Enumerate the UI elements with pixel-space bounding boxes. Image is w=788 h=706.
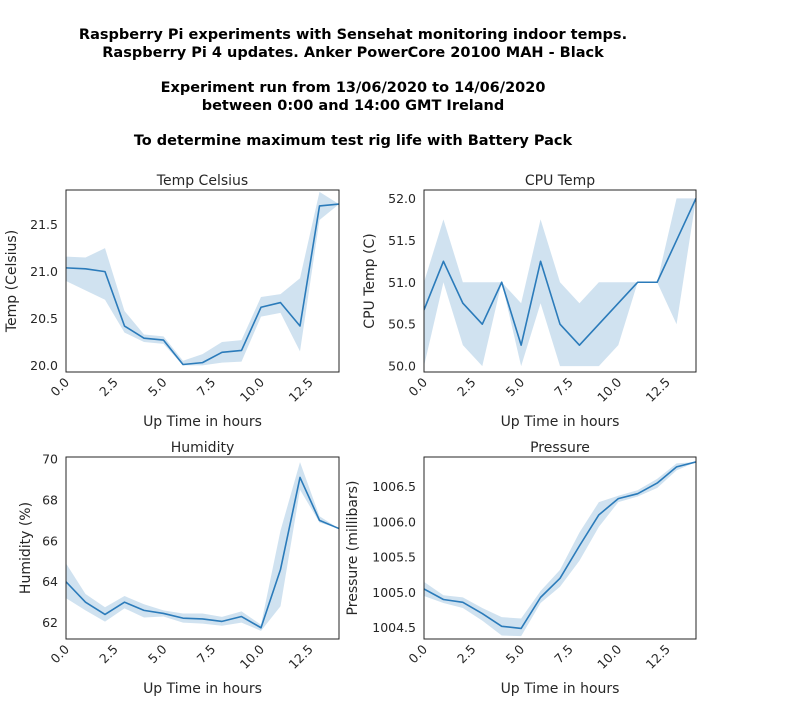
temp-celsius-x-tick-label: 7.5	[194, 375, 219, 400]
suptitle-line-4: between 0:00 and 14:00 GMT Ireland	[202, 98, 505, 114]
cpu-temp-y-tick-label: 51.0	[388, 275, 416, 290]
humidity-x-tick-label: 12.5	[286, 642, 316, 672]
pressure-axes-frame	[423, 456, 697, 640]
humidity-x-tick-label: 7.5	[194, 642, 219, 667]
cpu-temp-x-tick-label: 12.5	[643, 375, 673, 405]
temp-celsius-chart: Temp Celsius 20.0 20.5 21.0 21.5 0.0 2.5 5.0 7.5…	[4, 173, 340, 430]
humidity-confidence-band	[66, 462, 339, 631]
humidity-y-tick-label: 70	[42, 452, 58, 467]
cpu-temp-x-tick-label: 2.5	[454, 375, 479, 400]
temp-celsius-x-tick-label: 2.5	[96, 375, 121, 400]
cpu-temp-x-tick-label: 0.0	[405, 374, 430, 399]
temp-celsius-series-line	[66, 203, 339, 366]
cpu-temp-y-tick-label: 50.0	[388, 359, 416, 374]
temp-celsius-x-tick-label: 0.0	[47, 374, 72, 399]
pressure-x-axis-label: Up Time in hours	[501, 681, 620, 697]
pressure-y-tick-label: 1005.0	[372, 585, 416, 600]
cpu-temp-y-tick-label: 50.5	[388, 317, 416, 332]
humidity-x-axis-label: Up Time in hours	[143, 681, 262, 697]
temp-celsius-x-tick-label: 5.0	[145, 374, 170, 399]
humidity-y-tick-label: 66	[42, 533, 58, 548]
cpu-temp-axes-frame	[423, 189, 697, 373]
humidity-y-axis-label: Humidity (%)	[18, 502, 34, 594]
cpu-temp-y-tick-label: 52.0	[388, 191, 416, 206]
humidity-x-tick-label: 10.0	[237, 641, 267, 671]
temp-celsius-y-tick-label: 20.0	[30, 358, 58, 373]
suptitle-line-2: Raspberry Pi 4 updates. Anker PowerCore …	[102, 45, 604, 61]
humidity-title: Humidity	[171, 440, 234, 456]
humidity-x-tick-label: 2.5	[96, 642, 121, 667]
cpu-temp-series-line	[424, 198, 696, 346]
humidity-chart: Humidity 62 64 66 68 70 0.0 2.5 5.0 7.5 10.0 12.5 Up…	[18, 440, 340, 697]
pressure-title: Pressure	[530, 440, 590, 456]
temp-celsius-x-tick-label: 10.0	[237, 374, 267, 404]
pressure-x-tick-label: 7.5	[551, 642, 576, 667]
temp-celsius-x-axis-label: Up Time in hours	[143, 414, 262, 430]
pressure-y-tick-label: 1004.5	[372, 620, 416, 635]
humidity-y-tick-label: 62	[42, 615, 58, 630]
cpu-temp-x-tick-label: 10.0	[594, 374, 624, 404]
humidity-y-tick-label: 68	[42, 492, 58, 507]
temp-celsius-x-tick-label: 12.5	[286, 375, 316, 405]
pressure-x-tick-label: 12.5	[643, 642, 673, 672]
pressure-confidence-band	[424, 461, 696, 637]
pressure-y-tick-label: 1006.5	[372, 479, 416, 494]
cpu-temp-confidence-band	[424, 198, 696, 367]
humidity-y-tick-label: 64	[42, 574, 58, 589]
pressure-x-tick-label: 2.5	[454, 642, 479, 667]
temp-celsius-y-tick-label: 21.0	[30, 264, 58, 279]
humidity-x-tick-label: 0.0	[47, 641, 72, 666]
pressure-y-axis-label: Pressure (millibars)	[345, 481, 361, 616]
pressure-chart: Pressure 1004.5 1005.0 1005.5 1006.0 1006.5 0.…	[345, 440, 697, 697]
cpu-temp-y-tick-label: 51.5	[388, 233, 416, 248]
temp-celsius-title: Temp Celsius	[156, 173, 248, 189]
pressure-y-tick-label: 1005.5	[372, 550, 416, 565]
humidity-axes-frame	[65, 456, 340, 640]
temp-celsius-y-tick-label: 20.5	[30, 311, 58, 326]
cpu-temp-title: CPU Temp	[525, 173, 595, 189]
temp-celsius-y-tick-label: 21.5	[30, 217, 58, 232]
suptitle-line-1: Raspberry Pi experiments with Sensehat m…	[79, 27, 627, 43]
cpu-temp-chart: CPU Temp 50.0 50.5 51.0 51.5 52.0 0.0 2.5 5.0 7.5…	[362, 173, 697, 430]
pressure-y-tick-label: 1006.0	[372, 514, 416, 529]
pressure-x-tick-label: 0.0	[405, 641, 430, 666]
cpu-temp-x-axis-label: Up Time in hours	[501, 414, 620, 430]
pressure-x-tick-label: 5.0	[503, 641, 528, 666]
humidity-series-line	[66, 476, 339, 629]
cpu-temp-x-tick-label: 5.0	[503, 374, 528, 399]
suptitle-line-5: To determine maximum test rig life with …	[134, 133, 573, 149]
temp-celsius-axes-frame	[65, 189, 340, 373]
temp-celsius-y-axis-label: Temp (Celsius)	[4, 230, 20, 333]
cpu-temp-x-tick-label: 7.5	[551, 375, 576, 400]
pressure-x-tick-label: 10.0	[594, 641, 624, 671]
suptitle-line-3: Experiment run from 13/06/2020 to 14/06/…	[161, 80, 546, 96]
pressure-series-line	[424, 461, 696, 630]
humidity-x-tick-label: 5.0	[145, 641, 170, 666]
cpu-temp-y-axis-label: CPU Temp (C)	[362, 233, 378, 328]
